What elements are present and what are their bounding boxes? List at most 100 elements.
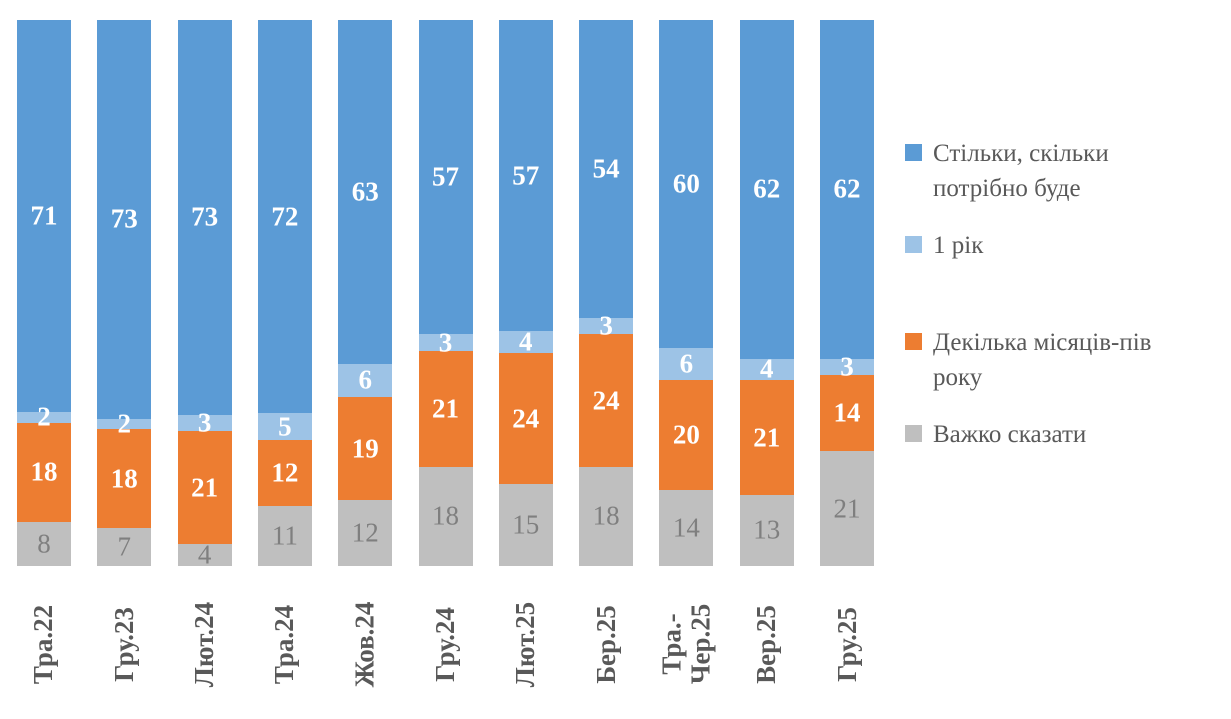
bar-segment: 2 <box>97 410 152 437</box>
bar-segment: 18 <box>97 429 152 528</box>
bar-value-label: 60 <box>672 168 700 199</box>
bar-segment: 21 <box>820 451 874 566</box>
legend-label-line: Стільки, скільки <box>933 140 1109 167</box>
bar-segment: 20 <box>659 380 714 490</box>
bar-segment: 12 <box>257 440 312 506</box>
bar-segment: 15 <box>498 484 553 566</box>
x-axis-label: Бер.25 <box>566 577 646 711</box>
bar-segment: 54 <box>579 20 634 318</box>
legend-label-line: року <box>933 364 983 391</box>
bar-segment: 12 <box>338 500 393 566</box>
bar-value-label: 73 <box>110 203 138 234</box>
bar-segment: 13 <box>739 495 794 566</box>
legend-swatch-icon <box>905 144 922 161</box>
bar-value-label: 14 <box>833 397 861 428</box>
legend-label: Декілька місяців-пів року <box>933 325 1151 395</box>
bar-value-label: 62 <box>833 173 861 204</box>
legend-label: Стільки, скільки потрібно буде <box>933 136 1109 206</box>
x-axis-label-line: Вер.25 <box>751 604 782 684</box>
bar-8: 54 3 24 18 <box>579 20 634 566</box>
x-axis-label: Вер.25 <box>727 577 807 711</box>
bar-value-label: 72 <box>271 201 299 232</box>
bar-segment: 8 <box>17 521 71 566</box>
bar-segment: 4 <box>739 353 794 384</box>
bar-segment: 72 <box>257 20 312 414</box>
x-axis-label: Тра.24 <box>245 577 325 711</box>
bar-7: 57 4 24 15 <box>498 20 553 566</box>
bar-segment: 21 <box>177 430 232 545</box>
bar-segment: 57 <box>498 20 553 332</box>
bar-segment: 3 <box>820 353 874 380</box>
bar-segment: 5 <box>257 411 312 442</box>
bar-value-label: 20 <box>672 419 700 450</box>
bar-value-label: 3 <box>599 310 613 341</box>
bar-value-label: 18 <box>592 500 620 531</box>
bar-value-label: 12 <box>351 517 379 548</box>
x-axis-label-line: Чер.25 <box>685 603 716 685</box>
bar-value-label: 5 <box>278 411 292 442</box>
x-axis-label: Лют.24 <box>165 577 245 711</box>
legend-label: Важко сказати <box>933 417 1086 452</box>
bar-11: 62 3 14 21 <box>820 20 874 566</box>
bar-value-label: 6 <box>679 348 694 379</box>
bar-value-label: 3 <box>840 351 854 382</box>
bar-segment: 2 <box>17 403 71 430</box>
bar-segment: 6 <box>338 363 393 397</box>
bar-value-label: 24 <box>592 385 620 416</box>
legend-item: 1 рік <box>905 228 1229 263</box>
bar-value-label: 21 <box>191 472 219 503</box>
bar-value-label: 3 <box>438 327 453 358</box>
bar-value-label: 13 <box>753 514 781 545</box>
legend-label-line: Важко сказати <box>933 421 1087 448</box>
x-axis-label: Тра.- Чер.25 <box>646 577 726 711</box>
bar-value-label: 8 <box>37 528 51 559</box>
legend-item: Важко сказати <box>905 417 1229 452</box>
bar-segment: 73 <box>97 20 152 419</box>
bar-value-label: 18 <box>30 456 58 487</box>
bar-segment: 3 <box>177 409 232 436</box>
bar-value-label: 2 <box>37 401 51 432</box>
bar-value-label: 4 <box>759 353 774 384</box>
legend-label-line: Декілька місяців-пів <box>933 329 1152 356</box>
bar-value-label: 18 <box>110 463 138 494</box>
bar-segment: 24 <box>579 334 634 467</box>
x-axis-label-line: Гру.23 <box>108 606 139 682</box>
bar-value-label: 54 <box>592 153 620 184</box>
legend-label: 1 рік <box>933 228 983 263</box>
x-axis-label: Лют.25 <box>486 577 566 711</box>
bar-10: 62 4 21 13 <box>739 20 794 566</box>
x-axis-label-line: Тра.- <box>656 613 687 675</box>
x-axis-label: Гру.23 <box>84 577 164 711</box>
x-axis-label-line: Тра.24 <box>269 604 300 684</box>
plot-area: 71 2 18 8 Тра.22 73 2 18 7 Гру.23 73 3 21 4 Лют.24 72 5 1… <box>17 20 887 711</box>
bar-1: 71 2 18 8 <box>17 20 71 566</box>
bar-segment: 14 <box>820 374 874 452</box>
bar-segment: 71 <box>17 20 71 412</box>
bar-segment: 57 <box>418 20 473 335</box>
legend: Стільки, скільки потрібно буде 1 рік Декіль… <box>905 136 1229 452</box>
x-axis-label-line: Лют.25 <box>510 601 541 687</box>
bar-segment: 18 <box>418 466 473 566</box>
bar-value-label: 63 <box>351 176 379 207</box>
bar-value-label: 7 <box>117 531 132 562</box>
bar-6: 57 3 21 18 <box>418 20 473 566</box>
bar-segment: 4 <box>498 328 553 355</box>
x-axis-label-line: Тра.22 <box>28 604 59 684</box>
x-axis-label: Гру.25 <box>807 577 887 711</box>
bar-4: 72 5 12 11 <box>257 20 312 566</box>
bar-segment: 21 <box>418 350 473 467</box>
bar-value-label: 18 <box>432 500 459 531</box>
bar-segment: 11 <box>257 505 312 566</box>
bar-segment: 7 <box>97 527 152 566</box>
bar-value-label: 21 <box>753 422 781 453</box>
legend-swatch-icon <box>905 333 922 350</box>
legend-item: Стільки, скільки потрібно буде <box>905 136 1229 206</box>
legend-swatch-icon <box>905 236 922 253</box>
bar-value-label: 71 <box>30 200 58 231</box>
bar-value-label: 73 <box>191 201 219 232</box>
x-axis-label-line: Жов.24 <box>349 601 380 687</box>
bar-2: 73 2 18 7 <box>97 20 152 566</box>
bar-value-label: 2 <box>117 408 132 439</box>
bar-segment: 19 <box>338 396 393 501</box>
